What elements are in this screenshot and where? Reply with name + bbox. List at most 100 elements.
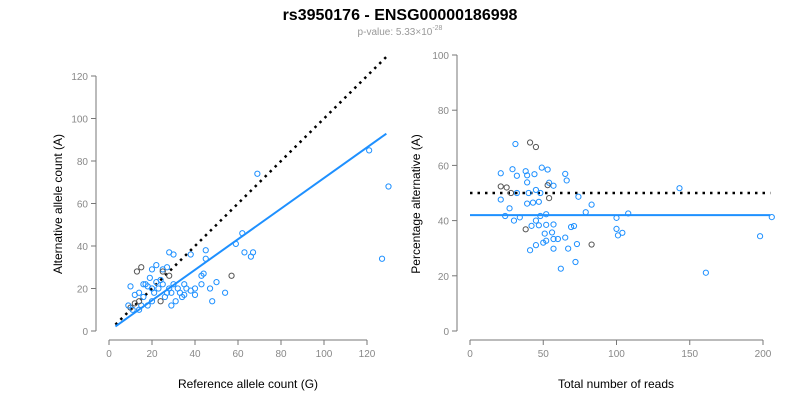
right-x-tick-label: 100 bbox=[608, 349, 625, 360]
right-x-tick-label: 50 bbox=[538, 349, 550, 360]
right-data-point bbox=[550, 182, 557, 189]
right-data-point bbox=[537, 189, 544, 197]
right-data-point bbox=[614, 232, 622, 239]
right-data-point bbox=[538, 164, 545, 171]
right-data-point bbox=[567, 223, 575, 231]
left-data-point bbox=[138, 264, 145, 271]
right-x-tick-label: 150 bbox=[681, 349, 698, 360]
right-data-point bbox=[575, 193, 582, 200]
left-x-tick-label: 120 bbox=[359, 349, 376, 360]
right-x-axis-label: Total number of reads bbox=[558, 377, 674, 391]
left-data-point bbox=[254, 170, 261, 177]
right-y-tick-label: 60 bbox=[438, 161, 450, 172]
left-x-tick-label: 40 bbox=[189, 349, 201, 360]
left-y-tick-label: 100 bbox=[71, 115, 88, 126]
right-data-point bbox=[619, 229, 626, 236]
right-data-point bbox=[531, 171, 538, 178]
left-data-point bbox=[157, 298, 164, 305]
left-data-point bbox=[136, 289, 143, 296]
left-x-tick-label: 0 bbox=[106, 349, 112, 360]
right-data-point bbox=[526, 247, 534, 254]
right-data-point bbox=[524, 172, 531, 179]
right-data-point bbox=[507, 189, 515, 197]
right-data-point bbox=[565, 245, 572, 252]
left-data-point bbox=[187, 287, 194, 294]
right-data-point bbox=[588, 201, 595, 208]
right-data-point bbox=[532, 143, 540, 151]
right-data-point bbox=[543, 211, 550, 218]
right-data-point bbox=[562, 234, 569, 241]
left-data-point bbox=[366, 147, 373, 154]
left-data-point bbox=[385, 183, 392, 190]
left-data-point bbox=[129, 306, 136, 313]
left-identity-line bbox=[114, 55, 388, 326]
left-y-axis-label: Alternative allele count (A) bbox=[51, 134, 65, 274]
right-data-point bbox=[768, 214, 775, 221]
right-data-point bbox=[532, 217, 540, 224]
right-data-point bbox=[528, 222, 535, 229]
right-data-point bbox=[535, 198, 542, 205]
left-data-point bbox=[172, 298, 179, 305]
left-data-point bbox=[198, 272, 205, 279]
left-data-point bbox=[127, 283, 134, 290]
right-y-tick-label: 20 bbox=[438, 272, 450, 283]
right-data-point bbox=[550, 221, 557, 228]
left-data-point bbox=[191, 291, 199, 298]
right-data-point bbox=[572, 258, 579, 266]
left-y-tick-label: 120 bbox=[71, 72, 88, 83]
right-data-point bbox=[513, 189, 520, 197]
left-data-point bbox=[136, 306, 143, 313]
right-data-point bbox=[525, 189, 532, 197]
right-y-tick-label: 40 bbox=[438, 217, 450, 228]
left-data-point bbox=[239, 230, 246, 237]
left-data-point bbox=[148, 285, 156, 292]
right-data-point bbox=[550, 245, 557, 252]
right-data-point bbox=[537, 212, 544, 220]
right-data-point bbox=[541, 230, 548, 237]
right-data-point bbox=[562, 170, 569, 177]
left-data-point bbox=[166, 249, 173, 256]
right-data-point bbox=[522, 168, 529, 175]
left-data-point bbox=[241, 249, 248, 256]
right-data-point bbox=[532, 242, 540, 249]
left-y-tick-label: 40 bbox=[77, 242, 89, 253]
left-data-point bbox=[232, 240, 239, 247]
right-data-point bbox=[524, 179, 531, 186]
right-data-point bbox=[497, 196, 504, 203]
left-y-tick-label: 20 bbox=[77, 285, 89, 296]
right-data-point bbox=[543, 237, 550, 244]
right-data-point bbox=[516, 214, 523, 221]
left-data-point bbox=[148, 298, 156, 305]
chart-subtitle: p-value: 5.33×10-28 bbox=[358, 25, 443, 38]
left-data-point bbox=[202, 255, 209, 262]
left-data-point bbox=[146, 274, 153, 281]
right-data-point bbox=[544, 182, 551, 189]
right-data-point bbox=[532, 186, 540, 194]
left-data-point bbox=[181, 291, 188, 298]
right-x-tick-label: 200 bbox=[755, 349, 772, 360]
right-data-point bbox=[510, 217, 518, 224]
right-data-point bbox=[588, 241, 595, 248]
left-x-tick-label: 100 bbox=[316, 349, 333, 360]
left-data-point bbox=[153, 262, 160, 269]
left-data-point bbox=[133, 268, 141, 275]
left-data-point bbox=[163, 264, 171, 271]
left-data-point bbox=[187, 251, 194, 258]
left-data-point bbox=[198, 281, 205, 288]
left-data-point bbox=[168, 302, 175, 309]
right-data-point bbox=[702, 269, 709, 276]
left-x-tick-label: 60 bbox=[232, 349, 244, 360]
right-data-point bbox=[557, 265, 564, 272]
right-data-point bbox=[526, 139, 534, 146]
right-data-point bbox=[512, 140, 519, 148]
right-data-point bbox=[503, 184, 510, 191]
left-x-tick-label: 20 bbox=[146, 349, 158, 360]
right-data-point bbox=[497, 170, 504, 177]
left-data-point bbox=[125, 302, 132, 309]
right-data-point bbox=[502, 212, 509, 220]
right-data-point bbox=[513, 172, 520, 179]
left-data-point bbox=[140, 293, 147, 301]
left-x-tick-label: 80 bbox=[275, 349, 287, 360]
right-data-point bbox=[506, 205, 513, 212]
